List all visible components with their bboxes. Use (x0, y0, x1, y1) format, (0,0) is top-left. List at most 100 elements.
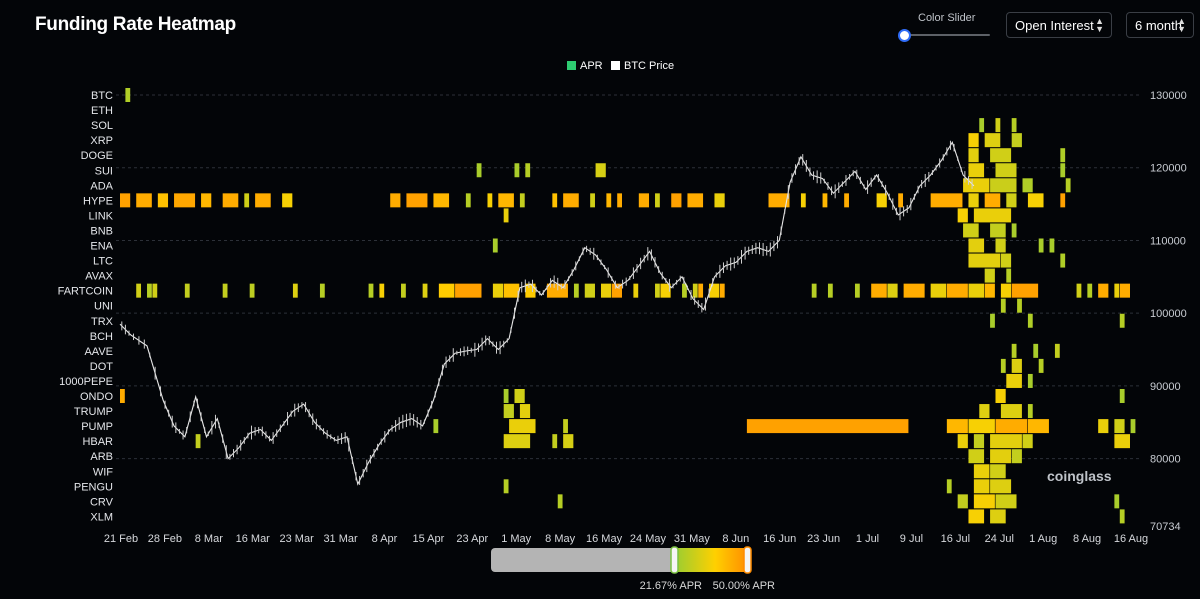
heat-cell (557, 494, 563, 509)
heat-cell (174, 193, 196, 208)
heat-cell (984, 283, 995, 298)
row-label: TRX (91, 316, 114, 328)
row-label: ENA (90, 241, 113, 253)
heat-cell (1027, 313, 1033, 328)
chart-legend: APR BTC Price (567, 60, 674, 72)
x-axis-tick-label: 23 Jun (807, 533, 840, 545)
heat-cell (1022, 434, 1033, 449)
heat-cell (1098, 419, 1109, 434)
heat-cell (990, 313, 995, 328)
heat-cell (655, 193, 660, 208)
row-label: SUI (95, 165, 113, 177)
heat-cell (1000, 253, 1012, 268)
scale-max-handle[interactable] (743, 546, 752, 574)
heat-cell (1027, 419, 1049, 434)
row-label: BTC (91, 90, 113, 102)
x-axis-tick-label: 1 Aug (1029, 533, 1057, 545)
heat-cell (844, 193, 849, 208)
range-select[interactable]: 6 month ▲ ▼ (1126, 12, 1194, 38)
heat-cell (255, 193, 271, 208)
heat-cell (995, 238, 1006, 253)
x-axis-tick-label: 21 Feb (104, 533, 138, 545)
btc-price-line (119, 140, 975, 486)
heat-cell (503, 479, 509, 494)
row-label: HBAR (82, 436, 113, 448)
color-slider[interactable]: Color Slider (896, 10, 992, 42)
x-axis-tick-label: 8 Mar (195, 533, 223, 545)
heat-cell (811, 283, 817, 298)
row-label: AVAX (85, 271, 113, 283)
heat-cell (1119, 389, 1125, 403)
heat-cell (973, 208, 1012, 223)
right-axis-tick-label: 70734 (1150, 521, 1181, 533)
heat-cell (1038, 358, 1044, 373)
heat-cell (514, 389, 525, 403)
x-axis-tick-label: 31 Mar (323, 533, 358, 545)
heat-cell (968, 509, 985, 524)
legend-label-apr: APR (580, 60, 603, 72)
heat-cell (433, 419, 439, 434)
heat-cell (552, 434, 558, 449)
scale-min-label: 21.67% APR (640, 580, 702, 592)
heat-cell (990, 223, 1006, 238)
legend-swatch-apr (567, 61, 576, 70)
row-label: ARB (90, 451, 113, 463)
row-label: DOGE (81, 150, 113, 162)
heat-cell (822, 193, 828, 208)
metric-select[interactable]: Open Interest ▲ ▼ (1006, 12, 1112, 38)
heat-cell (465, 193, 471, 208)
heat-cell (876, 193, 887, 208)
heat-cell (887, 283, 898, 298)
heat-cell (1006, 373, 1022, 388)
heat-cell (946, 479, 952, 494)
legend-label-btc: BTC Price (624, 60, 674, 72)
x-axis-tick-label: 16 Aug (1114, 533, 1148, 545)
heat-cell (968, 253, 1001, 268)
heat-cell (401, 283, 406, 298)
heat-cell (492, 238, 498, 253)
heat-cell (768, 193, 790, 208)
heat-cell (1017, 298, 1022, 313)
heat-cell (687, 193, 704, 208)
heat-cell (438, 283, 455, 298)
heat-cell (990, 449, 1012, 464)
range-select-value: 6 month (1135, 18, 1182, 33)
heat-cell (222, 283, 228, 298)
heat-cell (455, 283, 482, 298)
scale-gradient-region (675, 548, 748, 572)
heat-cell (1060, 163, 1066, 178)
heat-cell (476, 163, 482, 178)
heat-cell (184, 283, 190, 298)
heat-cell (854, 283, 860, 298)
heat-cell (1011, 118, 1017, 133)
x-axis-tick-label: 31 May (674, 533, 711, 545)
heat-cell (222, 193, 239, 208)
heat-cell (147, 283, 152, 298)
heat-cell (552, 193, 558, 208)
apr-color-scale[interactable]: 21.67% APR 50.00% APR (491, 546, 775, 592)
heat-cell (973, 434, 985, 449)
row-label: DOT (90, 361, 114, 373)
heat-cell (719, 283, 725, 298)
heat-cell (984, 133, 1001, 148)
x-axis-tick-label: 1 May (501, 533, 531, 545)
heat-cell (120, 389, 125, 403)
heat-cell (1060, 148, 1066, 163)
heat-cell (660, 283, 671, 298)
x-axis-tick-label: 8 Jun (722, 533, 749, 545)
heat-cell (1011, 358, 1022, 373)
heat-cell (368, 283, 374, 298)
heat-cell (125, 88, 131, 102)
heat-cell (930, 283, 947, 298)
heat-cell (157, 193, 169, 208)
color-slider-thumb[interactable] (898, 29, 911, 42)
heat-cell (871, 283, 887, 298)
heat-cell (1114, 434, 1130, 449)
chevron-updown-icon: ▲ ▼ (1095, 16, 1104, 34)
scale-min-handle[interactable] (670, 546, 679, 574)
color-slider-track[interactable] (902, 34, 990, 36)
row-label: BCH (90, 331, 113, 343)
row-label: CRV (90, 496, 114, 508)
heat-cell (152, 283, 158, 298)
x-axis-tick-label: 28 Feb (148, 533, 182, 545)
